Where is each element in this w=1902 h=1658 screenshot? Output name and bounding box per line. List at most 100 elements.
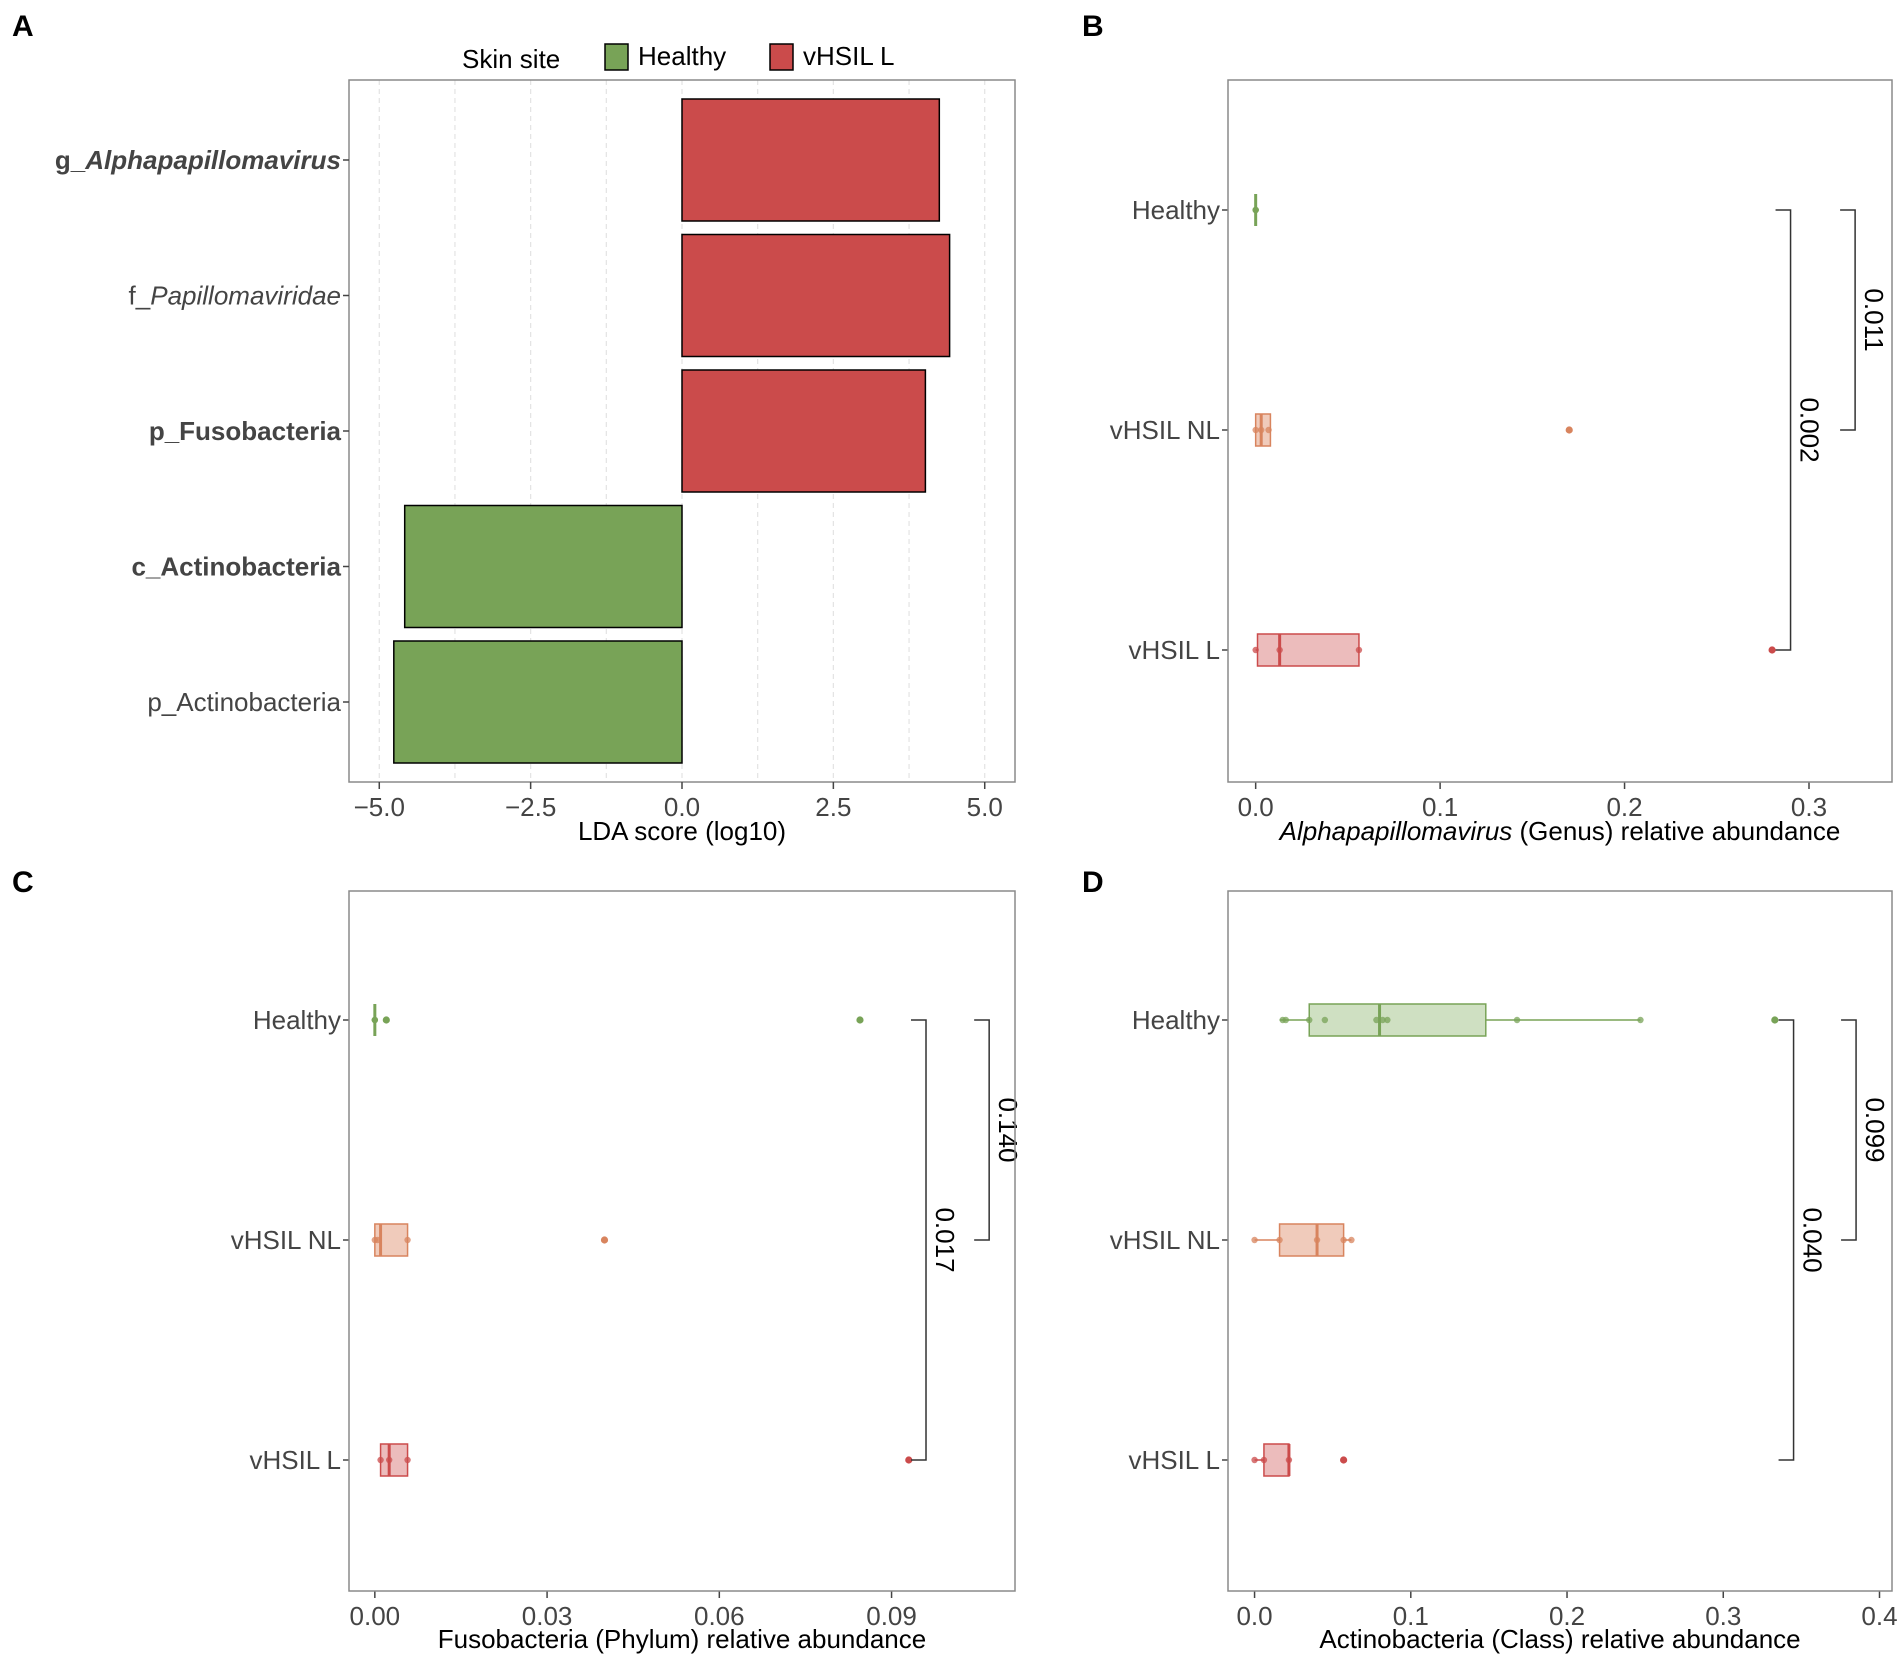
x-tick-label: 0.0	[664, 792, 700, 822]
panel-b-x-label-rest: (Genus) relative abundance	[1512, 816, 1840, 846]
x-tick-label: 0.00	[350, 1601, 401, 1631]
y-tick-label-name: Alphapapillomavirus	[84, 145, 341, 175]
point-vhsil-nl	[1251, 1236, 1258, 1244]
y-tick-label-name: p_Actinobacteria	[147, 687, 341, 717]
panel-c-plot-area: Healthy vHSIL NL vHSIL L 0.00 0.03 0.06 0.09 0.…	[231, 1004, 1023, 1631]
panel-c-frame	[348, 890, 1016, 1592]
p-value-label-2: 0.017	[930, 1207, 960, 1272]
panel-a-lda-chart: Skin site Healthy vHSIL L g_Alphapapillo…	[55, 41, 1016, 846]
point-vhsil-l	[1251, 1456, 1258, 1464]
x-tick-label: 0.1	[1393, 1601, 1429, 1631]
y-tick-label-healthy: Healthy	[1132, 195, 1220, 225]
panel-b-x-label-genus: Alphapapillomavirus	[1278, 816, 1513, 846]
y-tick-label-name: Papillomaviridae	[150, 281, 341, 311]
outlier-vhsil-nl	[600, 1236, 609, 1244]
point-vhsil-nl	[1252, 426, 1259, 434]
x-tick-label: 0.1	[1422, 792, 1458, 822]
bar-p-fusobacteria	[681, 369, 927, 493]
panel-b-plot-area: Healthy vHSIL NL vHSIL L 0.0 0.1 0.2 0.3 0.011 0…	[1110, 194, 1889, 822]
point-vhsil-nl	[1348, 1236, 1355, 1244]
x-tick-label: 0.0	[1236, 1601, 1272, 1631]
point-healthy	[1282, 1016, 1290, 1024]
y-tick-label-g-alphapapillomavirus: g_Alphapapillomavirus	[55, 145, 341, 175]
y-tick-label-prefix: f_	[129, 281, 151, 311]
bar-f-papillomaviridae	[681, 233, 951, 358]
box-vhsil-l	[1256, 633, 1360, 667]
legend-label-vhsil-l: vHSIL L	[803, 41, 895, 71]
panel-a-x-label: LDA score (log10)	[578, 816, 786, 846]
point-vhsil-l	[1252, 646, 1259, 654]
panel-c-boxplot: Healthy vHSIL NL vHSIL L 0.00 0.03 0.06 0.09 0.…	[231, 890, 1023, 1654]
outlier-healthy	[1771, 1016, 1779, 1024]
x-tick-label: 0.06	[694, 1601, 745, 1631]
significance-bracket-2	[1775, 209, 1792, 651]
panel-a-x-axis: −5.0 −2.5 0.0 2.5 5.0	[354, 782, 1003, 822]
p-value-label-1: 0.011	[1859, 288, 1889, 351]
panel-a-bars	[393, 98, 951, 764]
box-healthy	[1308, 1003, 1487, 1037]
p-value-label-2: 0.002	[1795, 397, 1825, 462]
point-vhsil-nl	[1258, 426, 1265, 434]
y-tick-label-c-actinobacteria: c_Actinobacteria	[131, 552, 341, 582]
point-vhsil-l	[1276, 646, 1283, 654]
legend-swatch-healthy	[604, 43, 629, 71]
y-tick-label-vhsil-l: vHSIL L	[1128, 635, 1220, 665]
point-vhsil-l	[1355, 646, 1363, 654]
x-tick-label: 0.2	[1549, 1601, 1585, 1631]
y-tick-label-vhsil-l: vHSIL L	[249, 1445, 341, 1475]
panel-d-x-label: Actinobacteria (Class) relative abundanc…	[1319, 1624, 1800, 1654]
panel-label-a: A	[12, 10, 34, 43]
y-tick-label-vhsil-nl: vHSIL NL	[1110, 1225, 1220, 1255]
point-healthy	[1321, 1016, 1329, 1024]
panel-d-frame	[1227, 890, 1893, 1592]
point-vhsil-nl	[404, 1236, 411, 1244]
point-healthy	[1637, 1016, 1644, 1024]
y-tick-label-p-actinobacteria: p_Actinobacteria	[147, 687, 341, 717]
x-tick-label: −2.5	[505, 792, 556, 822]
box-vhsil-l	[379, 1443, 409, 1477]
significance-bracket-2	[911, 1019, 927, 1461]
outlier-vhsil-l	[1768, 646, 1776, 654]
point-healthy	[371, 1016, 379, 1024]
x-tick-label: 0.3	[1791, 792, 1827, 822]
p-value-label-1: 0.140	[993, 1097, 1023, 1162]
bar-p-actinobacteria	[393, 640, 683, 764]
legend-label-healthy: Healthy	[638, 41, 726, 71]
significance-bracket-1	[1841, 1019, 1857, 1241]
panel-c-x-label: Fusobacteria (Phylum) relative abundance	[438, 1624, 926, 1654]
x-tick-label: 0.4	[1861, 1601, 1897, 1631]
p-value-label-2: 0.040	[1798, 1207, 1828, 1272]
point-vhsil-l	[404, 1456, 411, 1464]
outlier-vhsil-nl	[1565, 426, 1573, 434]
point-healthy	[1384, 1016, 1391, 1024]
panel-b-x-label: Alphapapillomavirus (Genus) relative abu…	[1278, 816, 1841, 846]
legend-swatch-vhsil-l	[769, 43, 794, 71]
point-vhsil-l	[1285, 1456, 1293, 1464]
x-tick-label: 5.0	[967, 792, 1003, 822]
point-healthy	[1252, 206, 1259, 214]
outlier-healthy	[382, 1016, 390, 1024]
x-tick-label: 0.0	[1238, 792, 1274, 822]
legend-title: Skin site	[462, 44, 560, 74]
point-vhsil-l	[1260, 1456, 1268, 1464]
x-tick-label: 0.3	[1705, 1601, 1741, 1631]
point-healthy	[1513, 1016, 1521, 1024]
point-healthy	[1306, 1016, 1313, 1024]
y-tick-label-f-papillomaviridae: f_Papillomaviridae	[129, 281, 341, 311]
y-tick-label-vhsil-l: vHSIL L	[1128, 1445, 1220, 1475]
x-tick-label: 0.2	[1606, 792, 1642, 822]
panel-label-d: D	[1082, 866, 1104, 899]
y-tick-label-p-fusobacteria: p_Fusobacteria	[149, 416, 342, 446]
significance-bracket-1	[974, 1019, 990, 1241]
point-vhsil-nl	[1340, 1236, 1347, 1244]
x-tick-label: 2.5	[815, 792, 851, 822]
y-tick-label-vhsil-nl: vHSIL NL	[1110, 415, 1220, 445]
panel-a-legend: Skin site Healthy vHSIL L	[462, 41, 895, 74]
point-vhsil-nl	[1276, 1236, 1283, 1244]
y-tick-label-name: c_Actinobacteria	[131, 552, 341, 582]
y-tick-label-vhsil-nl: vHSIL NL	[231, 1225, 341, 1255]
outlier-vhsil-l	[905, 1456, 913, 1464]
x-tick-label: 0.03	[522, 1601, 573, 1631]
